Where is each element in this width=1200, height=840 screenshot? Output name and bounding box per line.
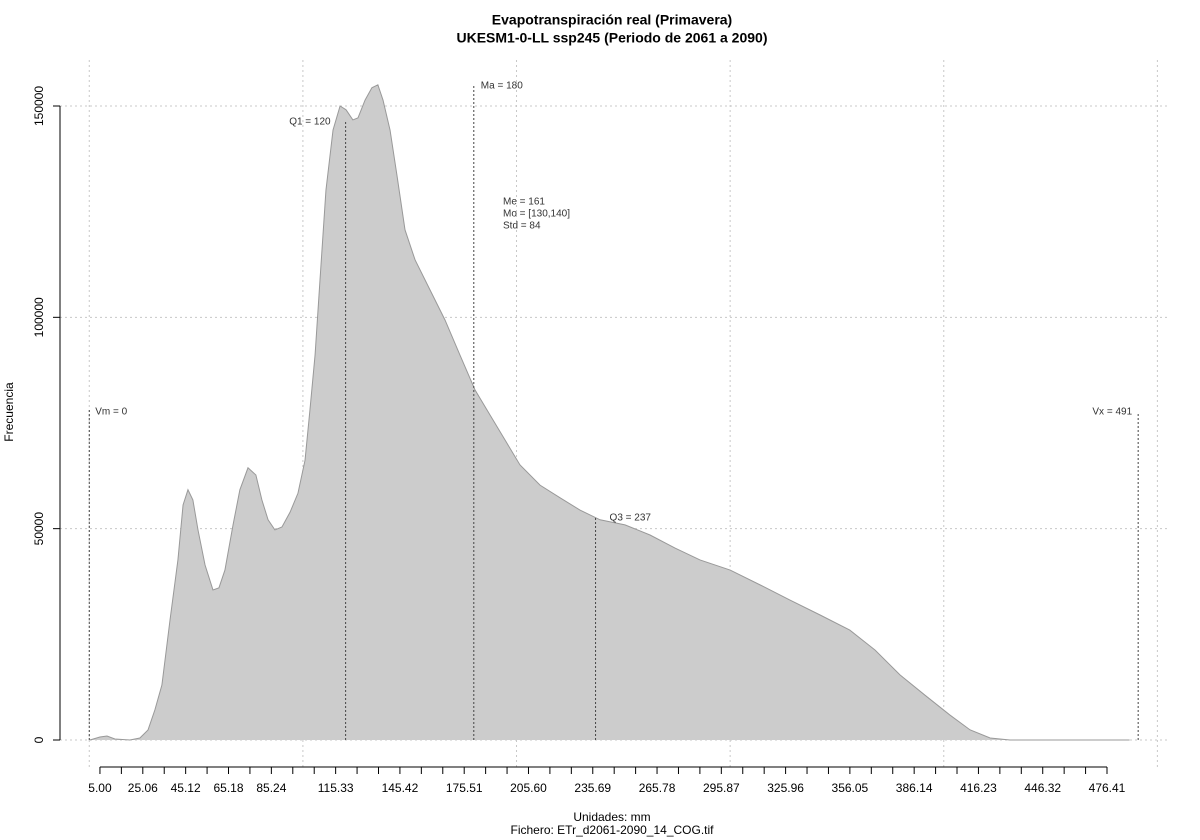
x-tick-label: 235.69 (574, 781, 611, 795)
marker-label: Q1 = 120 (289, 117, 331, 128)
chart-title: Evapotranspiración real (Primavera) (492, 12, 732, 28)
x-tick-label: 386.14 (896, 781, 933, 795)
x-tick-label: 265.78 (639, 781, 676, 795)
x-tick-label: 115.33 (318, 781, 354, 795)
x-tick-label: 446.32 (1024, 781, 1061, 795)
x-tick-label: 476.41 (1089, 781, 1126, 795)
marker-label: Vx = 491 (1092, 407, 1132, 418)
density-area (89, 84, 1130, 740)
x-tick-label: 145.42 (382, 781, 419, 795)
stat-label: Me = 161 (503, 197, 545, 208)
x-axis-label: Unidades: mm (573, 810, 650, 824)
x-tick-label: 295.87 (703, 781, 740, 795)
x-tick-label: 356.05 (832, 781, 869, 795)
y-axis-label: Frecuencia (2, 382, 16, 442)
marker-label: Ma = 180 (481, 81, 523, 92)
x-tick-label: 205.60 (510, 781, 547, 795)
x-tick-label: 25.06 (128, 781, 158, 795)
x-tick-label: 175.51 (446, 781, 483, 795)
x-tick-label: 85.24 (256, 781, 286, 795)
x-tick-label: 45.12 (171, 781, 201, 795)
y-tick-label: 150000 (32, 86, 46, 126)
x-tick-label: 416.23 (960, 781, 997, 795)
stat-label: Mo = [130,140] (503, 209, 570, 220)
marker-label: Q3 = 237 (610, 513, 652, 524)
y-tick-label: 0 (32, 736, 46, 743)
y-tick-label: 100000 (32, 297, 46, 337)
y-tick-label: 50000 (32, 512, 46, 546)
density-line (89, 84, 1130, 741)
stat-label: Std = 84 (503, 221, 541, 232)
marker-label: Vm = 0 (95, 407, 127, 418)
x-tick-label: 325.96 (767, 781, 804, 795)
x-tick-label: 65.18 (213, 781, 243, 795)
chart-subtitle: UKESM1-0-LL ssp245 (Periodo de 2061 a 20… (457, 30, 768, 46)
x-tick-label: 5.00 (88, 781, 112, 795)
caption: Fichero: ETr_d2061-2090_14_COG.tif (511, 823, 715, 837)
